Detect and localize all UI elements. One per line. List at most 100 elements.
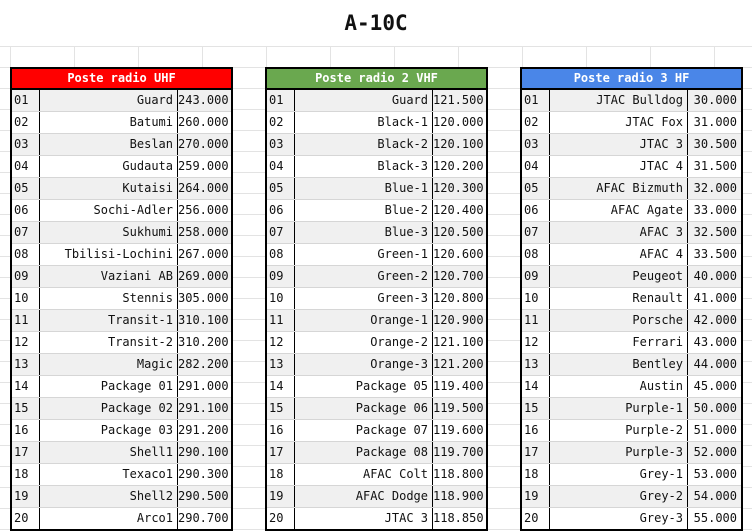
frequency-cell[interactable]: 290.500	[178, 489, 229, 503]
frequency-cell[interactable]: 120.900	[433, 313, 484, 327]
channel-number-cell[interactable]: 05	[522, 178, 550, 199]
channel-name-cell[interactable]: Orange-3	[295, 354, 433, 375]
channel-number-cell[interactable]: 12	[522, 332, 550, 353]
channel-number-cell[interactable]: 09	[267, 266, 295, 287]
channel-number-cell[interactable]: 14	[522, 376, 550, 397]
channel-number-cell[interactable]: 17	[522, 442, 550, 463]
frequency-cell[interactable]: 305.000	[178, 291, 229, 305]
channel-number-cell[interactable]: 02	[522, 112, 550, 133]
frequency-cell[interactable]: 31.000	[693, 115, 737, 129]
frequency-cell[interactable]: 120.400	[433, 203, 484, 217]
frequency-cell[interactable]: 290.100	[178, 445, 229, 459]
channel-name-cell[interactable]: Transit-1	[40, 310, 178, 331]
channel-number-cell[interactable]: 16	[267, 420, 295, 441]
frequency-cell[interactable]: 243.000	[178, 93, 229, 107]
frequency-cell[interactable]: 120.100	[433, 137, 484, 151]
channel-number-cell[interactable]: 17	[12, 442, 40, 463]
channel-name-cell[interactable]: Black-3	[295, 156, 433, 177]
channel-number-cell[interactable]: 13	[12, 354, 40, 375]
frequency-cell[interactable]: 54.000	[693, 489, 737, 503]
channel-number-cell[interactable]: 07	[522, 222, 550, 243]
frequency-cell[interactable]: 291.200	[178, 423, 229, 437]
channel-name-cell[interactable]: Package 03	[40, 420, 178, 441]
channel-name-cell[interactable]: JTAC 3	[550, 134, 688, 155]
channel-name-cell[interactable]: Green-2	[295, 266, 433, 287]
channel-name-cell[interactable]: Porsche	[550, 310, 688, 331]
channel-number-cell[interactable]: 19	[267, 486, 295, 507]
frequency-cell[interactable]: 55.000	[693, 511, 737, 525]
channel-number-cell[interactable]: 03	[267, 134, 295, 155]
channel-name-cell[interactable]: Peugeot	[550, 266, 688, 287]
channel-name-cell[interactable]: Tbilisi-Lochini	[40, 244, 178, 265]
channel-number-cell[interactable]: 11	[522, 310, 550, 331]
channel-number-cell[interactable]: 18	[12, 464, 40, 485]
frequency-cell[interactable]: 118.900	[433, 489, 484, 503]
channel-name-cell[interactable]: JTAC Fox	[550, 112, 688, 133]
channel-number-cell[interactable]: 04	[267, 156, 295, 177]
frequency-cell[interactable]: 269.000	[178, 269, 229, 283]
channel-number-cell[interactable]: 20	[522, 508, 550, 529]
channel-number-cell[interactable]: 08	[12, 244, 40, 265]
channel-name-cell[interactable]: Magic	[40, 354, 178, 375]
channel-name-cell[interactable]: JTAC 3	[295, 508, 433, 529]
frequency-cell[interactable]: 119.700	[433, 445, 484, 459]
channel-name-cell[interactable]: Package 06	[295, 398, 433, 419]
frequency-cell[interactable]: 264.000	[178, 181, 229, 195]
channel-name-cell[interactable]: Batumi	[40, 112, 178, 133]
frequency-cell[interactable]: 120.200	[433, 159, 484, 173]
channel-number-cell[interactable]: 14	[12, 376, 40, 397]
frequency-cell[interactable]: 50.000	[693, 401, 737, 415]
frequency-cell[interactable]: 33.500	[693, 247, 737, 261]
frequency-cell[interactable]: 121.200	[433, 357, 484, 371]
frequency-cell[interactable]: 291.100	[178, 401, 229, 415]
channel-name-cell[interactable]: Package 05	[295, 376, 433, 397]
frequency-cell[interactable]: 44.000	[693, 357, 737, 371]
channel-number-cell[interactable]: 03	[12, 134, 40, 155]
channel-number-cell[interactable]: 02	[267, 112, 295, 133]
frequency-cell[interactable]: 120.600	[433, 247, 484, 261]
channel-number-cell[interactable]: 14	[267, 376, 295, 397]
channel-name-cell[interactable]: Orange-1	[295, 310, 433, 331]
frequency-cell[interactable]: 45.000	[693, 379, 737, 393]
channel-number-cell[interactable]: 12	[267, 332, 295, 353]
channel-number-cell[interactable]: 01	[12, 90, 40, 111]
channel-number-cell[interactable]: 11	[12, 310, 40, 331]
frequency-cell[interactable]: 260.000	[178, 115, 229, 129]
frequency-cell[interactable]: 310.200	[178, 335, 229, 349]
channel-name-cell[interactable]: Orange-2	[295, 332, 433, 353]
frequency-cell[interactable]: 291.000	[178, 379, 229, 393]
channel-name-cell[interactable]: Austin	[550, 376, 688, 397]
frequency-cell[interactable]: 290.300	[178, 467, 229, 481]
channel-number-cell[interactable]: 03	[522, 134, 550, 155]
channel-number-cell[interactable]: 20	[12, 508, 40, 529]
frequency-cell[interactable]: 290.700	[178, 511, 229, 525]
table-header[interactable]: Poste radio 2 VHF	[267, 69, 486, 90]
channel-name-cell[interactable]: Package 02	[40, 398, 178, 419]
channel-name-cell[interactable]: AFAC Dodge	[295, 486, 433, 507]
channel-number-cell[interactable]: 10	[522, 288, 550, 309]
channel-name-cell[interactable]: Blue-2	[295, 200, 433, 221]
channel-number-cell[interactable]: 19	[12, 486, 40, 507]
channel-number-cell[interactable]: 11	[267, 310, 295, 331]
channel-number-cell[interactable]: 05	[267, 178, 295, 199]
frequency-cell[interactable]: 120.700	[433, 269, 484, 283]
channel-number-cell[interactable]: 10	[12, 288, 40, 309]
channel-name-cell[interactable]: Green-1	[295, 244, 433, 265]
channel-number-cell[interactable]: 02	[12, 112, 40, 133]
channel-name-cell[interactable]: JTAC Bulldog	[550, 90, 688, 111]
channel-name-cell[interactable]: Sochi-Adler	[40, 200, 178, 221]
channel-name-cell[interactable]: AFAC 4	[550, 244, 688, 265]
channel-number-cell[interactable]: 20	[267, 508, 295, 529]
channel-number-cell[interactable]: 13	[522, 354, 550, 375]
frequency-cell[interactable]: 119.400	[433, 379, 484, 393]
frequency-cell[interactable]: 41.000	[693, 291, 737, 305]
table-header[interactable]: Poste radio UHF	[12, 69, 231, 90]
channel-name-cell[interactable]: Beslan	[40, 134, 178, 155]
channel-name-cell[interactable]: Purple-2	[550, 420, 688, 441]
channel-name-cell[interactable]: Purple-1	[550, 398, 688, 419]
frequency-cell[interactable]: 267.000	[178, 247, 229, 261]
frequency-cell[interactable]: 121.500	[433, 93, 484, 107]
channel-name-cell[interactable]: Package 01	[40, 376, 178, 397]
frequency-cell[interactable]: 120.800	[433, 291, 484, 305]
channel-number-cell[interactable]: 07	[12, 222, 40, 243]
